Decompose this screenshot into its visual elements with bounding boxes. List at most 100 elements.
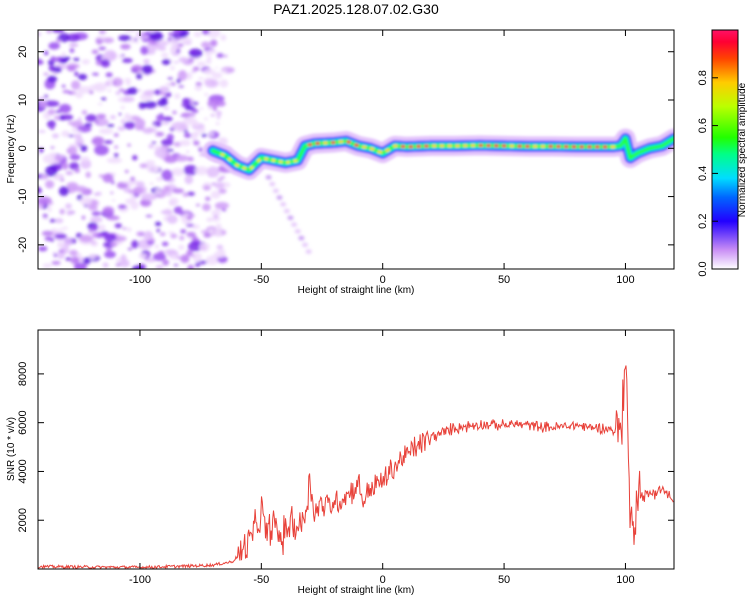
speckle-blob <box>120 119 125 124</box>
ridge-peak <box>517 144 523 148</box>
speckle-blob <box>88 84 104 91</box>
speckle-blob <box>120 254 127 262</box>
speckle-blob <box>131 240 139 249</box>
speckle-blob <box>161 241 169 247</box>
speckle-blob <box>168 32 174 36</box>
ridge-peak <box>286 160 291 164</box>
y-tick-label: 2000 <box>17 508 29 532</box>
streak-blob <box>265 175 272 180</box>
speckle-blob <box>125 199 130 203</box>
speckle-blob <box>80 159 92 170</box>
speckle-blob <box>162 185 171 193</box>
ridge-inner <box>210 136 674 172</box>
speckle-blob <box>172 188 185 194</box>
speckle-blob <box>58 249 65 253</box>
speckle-blob <box>173 154 189 162</box>
ridge-peak <box>509 144 515 148</box>
spectrogram-ylabel: Frequency (Hz) <box>6 115 17 184</box>
speckle-blob <box>173 264 179 267</box>
y-tick-label: 6000 <box>17 410 29 434</box>
speckle-blob <box>66 64 76 72</box>
ridge-peaks <box>220 140 616 170</box>
speckle-blob <box>55 110 62 114</box>
speckle-blob <box>81 156 90 162</box>
speckle-blob <box>95 37 104 45</box>
ridge-peak <box>493 144 499 148</box>
speckle-blob <box>69 48 75 53</box>
speckle-blob <box>190 48 197 55</box>
speckle-blob <box>131 265 145 269</box>
ridge-peak <box>470 143 476 148</box>
speckle-blob <box>193 252 202 263</box>
speckle-blob <box>169 254 179 260</box>
speckle-blob <box>44 94 49 98</box>
speckle-blob <box>179 139 191 147</box>
speckle-blob <box>152 124 156 127</box>
speckle-blob <box>186 231 196 238</box>
speckle-blob <box>49 218 56 223</box>
colorbar-tick-label: 0.4 <box>697 166 709 181</box>
speckle-blob <box>89 216 103 223</box>
y-tick-label: 4000 <box>17 459 29 483</box>
speckle-blob <box>148 143 154 149</box>
speckle-blob <box>186 191 195 196</box>
speckle-blob <box>215 121 220 126</box>
speckle-blob <box>98 128 114 135</box>
speckle-blob <box>220 34 227 41</box>
speckle-blob <box>140 35 149 39</box>
speckle-blob <box>215 110 222 117</box>
speckle-blob <box>206 166 220 178</box>
speckle-blob <box>65 203 72 210</box>
ridge-peak <box>256 158 261 162</box>
ridge-peak <box>235 163 240 167</box>
speckle-blob <box>106 157 123 164</box>
speckle-blob <box>189 157 194 162</box>
speckle-blob <box>57 228 64 231</box>
speckle-blob <box>122 181 130 184</box>
speckle-blob <box>61 84 66 88</box>
speckle-blob <box>143 101 157 109</box>
ridge-peak <box>556 144 561 149</box>
speckle-blob <box>75 91 84 99</box>
speckle-blob <box>52 72 59 75</box>
y-tick-label: 8000 <box>17 362 29 386</box>
x-tick-label: 100 <box>616 574 634 586</box>
ridge-peak <box>540 144 546 148</box>
speckle-blob <box>176 78 181 84</box>
speckle-blob <box>38 101 48 108</box>
speckle-blob <box>155 131 165 137</box>
speckle-blob <box>114 223 122 229</box>
speckle-blob <box>188 115 193 121</box>
speckle-blob <box>203 185 211 191</box>
speckle-blob <box>91 240 96 245</box>
speckle-blob <box>169 46 178 53</box>
speckle-blob <box>164 155 178 164</box>
speckle-blob <box>105 72 113 78</box>
speckle-blob <box>78 129 82 133</box>
speckle-blob <box>117 126 126 131</box>
speckle-blob <box>57 242 65 249</box>
speckle-blob <box>100 231 109 236</box>
ridge-peak <box>587 145 592 149</box>
ridge-layers <box>202 128 674 180</box>
speckle-blob <box>53 253 58 258</box>
speckle-blob <box>221 69 228 73</box>
speckle-blob <box>173 61 179 64</box>
ridge-peak <box>602 145 608 149</box>
speckle-blob <box>77 86 92 94</box>
speckle-blob <box>178 244 185 250</box>
speckle-blob <box>122 227 127 230</box>
speckle-blob <box>118 112 122 116</box>
speckle-blob <box>69 249 78 257</box>
speckle-blob <box>199 107 204 110</box>
speckle-blob <box>52 133 59 139</box>
spectrogram-image <box>38 30 674 269</box>
speckle-blob <box>203 232 212 238</box>
speckle-blob <box>154 221 162 227</box>
speckle-blob <box>158 45 167 51</box>
speckle-blob <box>203 68 215 75</box>
speckle-blob <box>211 72 223 79</box>
speckle-blob <box>110 191 114 195</box>
snr-frame <box>37 329 675 570</box>
